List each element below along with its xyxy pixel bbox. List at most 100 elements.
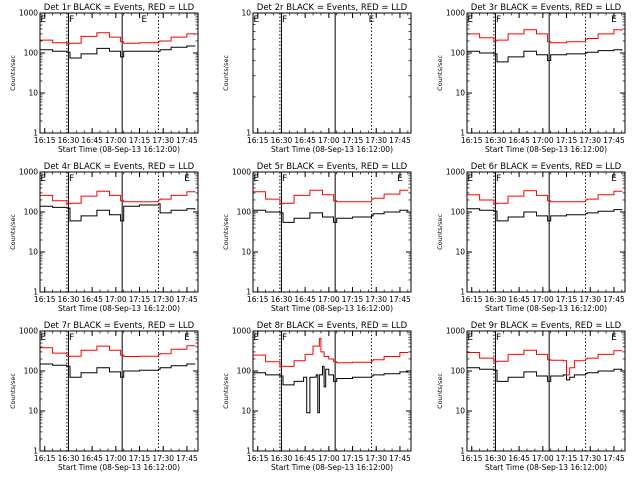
x-tick-label: 16:30 [271,136,293,145]
x-tick-label: 17:30 [152,295,174,304]
x-tick-label: 17:15 [342,295,364,304]
y-axis-label: Counts/sec [436,55,444,91]
event-marker-label: E [611,333,617,343]
y-tick-label: 100 [24,208,39,217]
plot-frame [39,330,199,452]
event-marker-label: F [496,333,501,343]
x-tick-label: 17:45 [389,136,411,145]
x-tick-label: 17:15 [342,136,364,145]
event-marker-label: E [40,333,46,343]
detector-panel: Det 3r BLACK = Events, RED = LLD 1 10 100 10… [436,3,626,154]
x-tick-label: 17:45 [176,295,198,304]
x-tick-label: 16:45 [508,295,530,304]
lld-series-line [253,338,409,367]
detector-panel: Det 1r BLACK = Events, RED = LLD 1 10 100 10… [9,3,199,154]
x-tick-label: 17:45 [389,295,411,304]
event-marker-label: F [69,174,74,184]
events-series-line [253,209,409,223]
x-tick-label: 16:45 [81,136,103,145]
events-series-line [40,203,196,222]
y-tick-label: 1000 [232,168,251,177]
x-tick-label: 16:45 [294,136,316,145]
x-tick-label: 16:30 [271,295,293,304]
x-tick-label: 16:15 [461,295,483,304]
event-marker-label: F [282,15,287,25]
x-tick-label: 17:00 [318,454,340,463]
y-tick-label: 10 [455,407,465,416]
event-marker-label: F [496,15,501,25]
event-marker-label: F [69,333,74,343]
y-tick-label: 1 [246,447,251,456]
series-group [467,29,623,63]
plot-frame [466,12,626,134]
y-tick-label: 10 [28,89,38,98]
x-tick-label: 17:00 [532,136,554,145]
lld-series-line [467,349,623,376]
x-tick-label: 16:15 [461,454,483,463]
x-tick-label: 17:00 [318,136,340,145]
panel-title: Det 6r BLACK = Events, RED = LLD [471,162,622,172]
x-tick-label: 17:45 [603,136,625,145]
x-tick-label: 16:30 [58,136,80,145]
series-group [40,190,196,222]
detector-panel: Det 9r BLACK = Events, RED = LLD 1 10 100 10… [436,321,626,472]
x-tick-label: 17:00 [105,454,127,463]
y-tick-label: 1 [33,447,38,456]
panel-title: Det 2r BLACK = Events, RED = LLD [257,3,408,13]
x-axis-label: Start Time (08-Sep-13 16:12:00) [485,463,607,472]
x-tick-label: 17:00 [532,454,554,463]
y-axis-label: Counts/sec [9,373,17,409]
plot-frame [39,171,199,293]
x-tick-label: 16:30 [485,136,507,145]
panel-title: Det 7r BLACK = Events, RED = LLD [44,321,195,331]
x-axis-label: Start Time (08-Sep-13 16:12:00) [485,304,607,313]
y-tick-label: 100 [451,208,466,217]
series-group [467,349,623,382]
y-tick-label: 10 [455,89,465,98]
plot-frame [466,171,626,293]
x-axis-label: Start Time (08-Sep-13 16:12:00) [271,304,393,313]
x-tick-label: 17:15 [556,295,578,304]
panel-title: Det 9r BLACK = Events, RED = LLD [471,321,622,331]
x-tick-label: 16:30 [58,454,80,463]
plot-frame [39,12,199,134]
y-tick-label: 1000 [19,327,38,336]
lld-series-line [467,190,623,205]
x-tick-label: 17:45 [389,454,411,463]
detector-panel: Det 8r BLACK = Events, RED = LLD 1 10 100 10… [222,321,412,472]
y-tick-label: 1000 [446,327,465,336]
x-tick-label: 16:45 [81,454,103,463]
y-tick-label: 10 [241,407,251,416]
y-tick-label: 1 [33,288,38,297]
y-tick-label: 1000 [446,9,465,18]
y-tick-label: 1000 [232,327,251,336]
y-tick-label: 1 [246,288,251,297]
x-tick-label: 17:00 [105,295,127,304]
x-tick-label: 17:30 [579,136,601,145]
x-tick-label: 16:45 [508,454,530,463]
event-marker-label: F [69,15,74,25]
event-marker-label: E [611,15,617,25]
event-marker-label: F [496,174,501,184]
x-tick-label: 17:15 [556,136,578,145]
detector-panel: Det 2r BLACK = Events, RED = LLD 1 10 16:15… [222,3,412,154]
x-tick-label: 17:15 [129,454,151,463]
x-axis-label: Start Time (08-Sep-13 16:12:00) [271,463,393,472]
event-marker-label: E [253,174,259,184]
y-tick-label: 1 [460,447,465,456]
x-tick-label: 16:15 [34,136,56,145]
events-series-line [40,363,196,378]
y-axis-label: Counts/sec [222,55,230,91]
y-tick-label: 1 [33,129,38,138]
x-tick-label: 16:15 [247,295,269,304]
y-tick-label: 1000 [446,168,465,177]
panel-title: Det 5r BLACK = Events, RED = LLD [257,162,408,172]
x-tick-label: 17:45 [176,454,198,463]
panel-title: Det 3r BLACK = Events, RED = LLD [471,3,622,13]
y-tick-label: 10 [241,9,251,18]
y-tick-label: 1 [460,129,465,138]
x-axis-label: Start Time (08-Sep-13 16:12:00) [58,304,180,313]
y-axis-label: Counts/sec [222,373,230,409]
series-group [40,32,196,59]
